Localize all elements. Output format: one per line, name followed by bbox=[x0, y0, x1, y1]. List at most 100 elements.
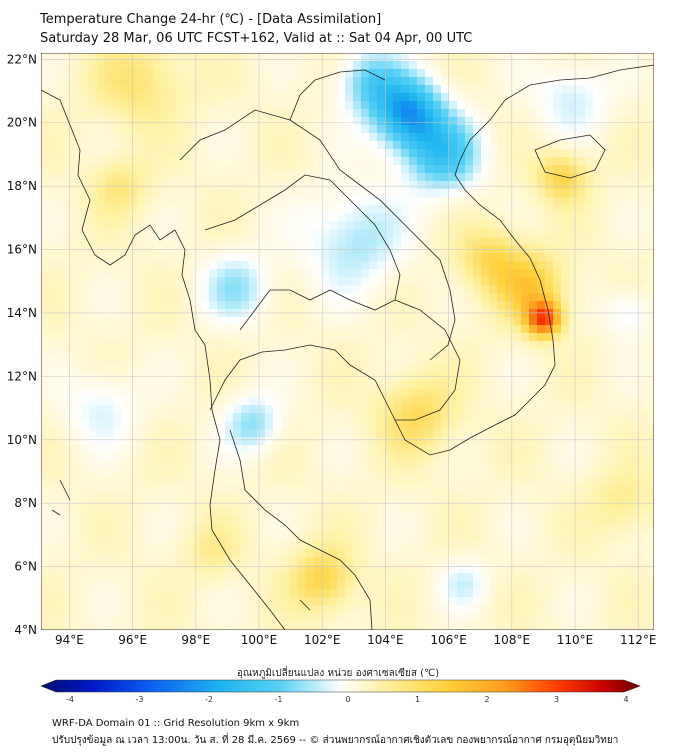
field-cell bbox=[561, 125, 570, 134]
field-cell bbox=[201, 125, 210, 134]
field-cell bbox=[593, 109, 602, 118]
field-cell bbox=[585, 181, 594, 190]
field-cell bbox=[305, 469, 314, 478]
field-cell bbox=[465, 61, 474, 70]
field-cell bbox=[593, 333, 602, 342]
field-cell bbox=[449, 213, 458, 222]
field-cell bbox=[457, 93, 466, 102]
field-cell bbox=[577, 69, 586, 78]
field-cell bbox=[361, 213, 370, 222]
field-cell bbox=[265, 269, 274, 278]
field-cell bbox=[265, 141, 274, 150]
field-cell bbox=[145, 357, 154, 366]
field-cell bbox=[273, 501, 282, 510]
field-cell bbox=[529, 245, 538, 254]
field-cell bbox=[121, 285, 130, 294]
field-cell bbox=[105, 437, 114, 446]
field-cell bbox=[569, 445, 578, 454]
field-cell bbox=[305, 421, 314, 430]
field-cell bbox=[409, 565, 418, 574]
field-cell bbox=[497, 509, 506, 518]
field-cell bbox=[393, 341, 402, 350]
field-cell bbox=[265, 437, 274, 446]
field-cell bbox=[233, 317, 242, 326]
field-cell bbox=[193, 485, 202, 494]
field-cell bbox=[473, 429, 482, 438]
field-cell bbox=[225, 189, 234, 198]
field-cell bbox=[169, 549, 178, 558]
field-cell bbox=[281, 221, 290, 230]
field-cell bbox=[585, 349, 594, 358]
field-cell bbox=[137, 181, 146, 190]
field-cell bbox=[601, 77, 610, 86]
field-cell bbox=[233, 413, 242, 422]
map-subtitle: Saturday 28 Mar, 06 UTC FCST+162, Valid … bbox=[40, 31, 473, 46]
field-cell bbox=[49, 165, 58, 174]
field-cell bbox=[385, 565, 394, 574]
field-cell bbox=[305, 293, 314, 302]
field-cell bbox=[233, 349, 242, 358]
field-cell bbox=[361, 93, 370, 102]
field-cell bbox=[217, 317, 226, 326]
field-cell bbox=[105, 157, 114, 166]
field-cell bbox=[305, 349, 314, 358]
field-cell bbox=[585, 133, 594, 142]
field-cell bbox=[241, 477, 250, 486]
field-cell bbox=[217, 237, 226, 246]
field-cell bbox=[481, 405, 490, 414]
field-cell bbox=[577, 165, 586, 174]
field-cell bbox=[465, 165, 474, 174]
field-cell bbox=[361, 141, 370, 150]
field-cell bbox=[297, 365, 306, 374]
field-cell bbox=[137, 53, 146, 62]
field-cell bbox=[57, 341, 66, 350]
field-cell bbox=[89, 301, 98, 310]
field-cell bbox=[209, 549, 218, 558]
field-cell bbox=[153, 213, 162, 222]
field-cell bbox=[369, 117, 378, 126]
field-cell bbox=[385, 133, 394, 142]
field-cell bbox=[505, 165, 514, 174]
field-cell bbox=[537, 421, 546, 430]
field-cell bbox=[249, 397, 258, 406]
field-cell bbox=[409, 125, 418, 134]
field-cell bbox=[529, 237, 538, 246]
field-cell bbox=[297, 205, 306, 214]
field-cell bbox=[513, 149, 522, 158]
field-cell bbox=[129, 373, 138, 382]
field-cell bbox=[569, 453, 578, 462]
field-cell bbox=[497, 325, 506, 334]
field-cell bbox=[521, 173, 530, 182]
field-cell bbox=[337, 517, 346, 526]
field-cell bbox=[57, 541, 66, 550]
field-cell bbox=[161, 229, 170, 238]
field-cell bbox=[233, 477, 242, 486]
field-cell bbox=[561, 445, 570, 454]
field-cell bbox=[609, 221, 618, 230]
field-cell bbox=[89, 253, 98, 262]
field-cell bbox=[457, 53, 466, 62]
field-cell bbox=[481, 53, 490, 62]
field-cell bbox=[601, 269, 610, 278]
field-cell bbox=[513, 173, 522, 182]
field-cell bbox=[529, 509, 538, 518]
field-cell bbox=[377, 133, 386, 142]
field-cell bbox=[217, 485, 226, 494]
field-cell bbox=[425, 53, 434, 62]
field-cell bbox=[209, 133, 218, 142]
field-cell bbox=[385, 69, 394, 78]
field-cell bbox=[129, 325, 138, 334]
field-cell bbox=[73, 253, 82, 262]
field-cell bbox=[393, 541, 402, 550]
field-cell bbox=[297, 285, 306, 294]
field-cell bbox=[441, 437, 450, 446]
field-cell bbox=[233, 421, 242, 430]
field-cell bbox=[401, 365, 410, 374]
field-cell bbox=[489, 53, 498, 62]
field-cell bbox=[313, 413, 322, 422]
field-cell bbox=[633, 397, 642, 406]
field-cell bbox=[233, 293, 242, 302]
field-cell bbox=[113, 93, 122, 102]
field-cell bbox=[529, 389, 538, 398]
field-cell bbox=[457, 221, 466, 230]
